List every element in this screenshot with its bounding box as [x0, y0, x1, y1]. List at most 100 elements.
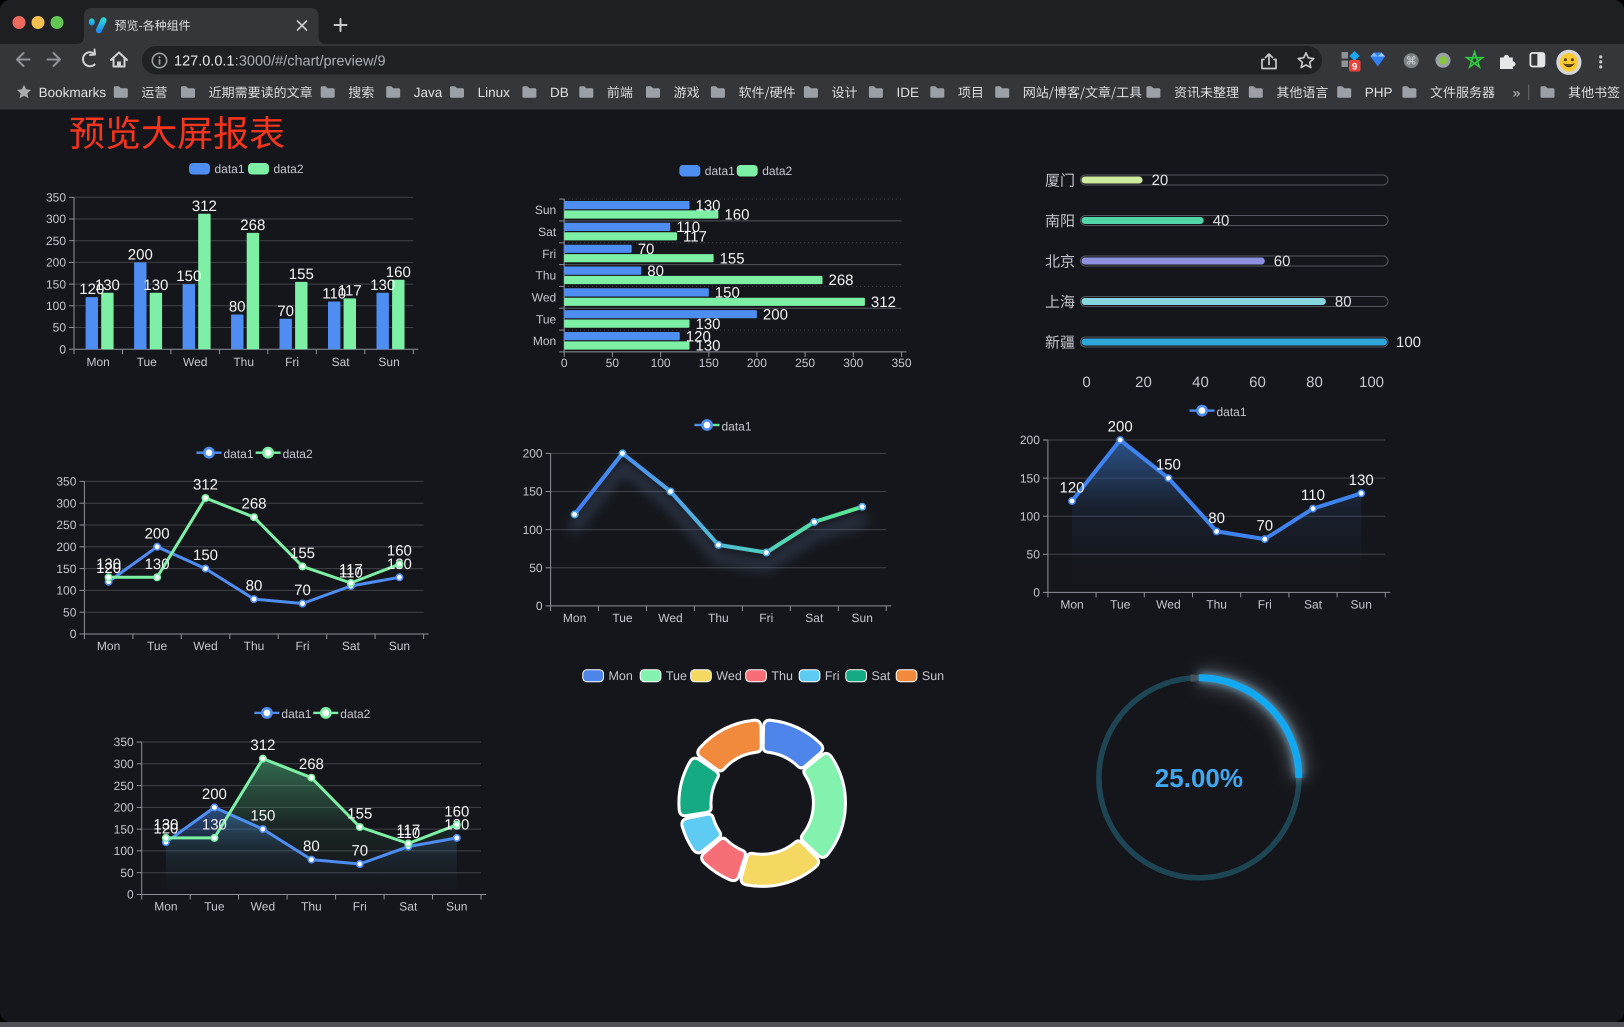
svg-text:data1: data1 [224, 447, 254, 461]
svg-text:70: 70 [638, 241, 655, 258]
svg-text:200: 200 [46, 256, 66, 270]
svg-text:200: 200 [114, 801, 134, 815]
svg-text:150: 150 [1020, 471, 1040, 485]
svg-text:130: 130 [143, 277, 168, 294]
svg-text:Tue: Tue [137, 355, 158, 369]
svg-text:312: 312 [871, 294, 896, 311]
svg-text:150: 150 [1156, 457, 1181, 474]
svg-text:80: 80 [246, 578, 263, 595]
svg-text:200: 200 [523, 447, 543, 461]
svg-text:50: 50 [1027, 548, 1041, 562]
svg-text:80: 80 [1208, 510, 1225, 527]
svg-text:50: 50 [53, 321, 67, 335]
svg-text:Linux: Linux [478, 85, 511, 100]
svg-text:350: 350 [891, 356, 911, 370]
svg-text:300: 300 [56, 496, 76, 510]
svg-text:250: 250 [795, 356, 815, 370]
svg-text:Sat: Sat [332, 355, 351, 369]
svg-text:40: 40 [1213, 213, 1230, 230]
svg-text:data2: data2 [340, 707, 370, 721]
svg-text:70: 70 [294, 582, 311, 599]
svg-text:Fri: Fri [759, 611, 773, 625]
svg-text:Sat: Sat [805, 611, 824, 625]
svg-text:60: 60 [1274, 253, 1291, 270]
svg-text:130: 130 [96, 556, 121, 573]
svg-text:160: 160 [444, 803, 469, 820]
svg-text:130: 130 [95, 277, 120, 294]
svg-text:IDE: IDE [897, 85, 920, 100]
svg-text:Mon: Mon [1060, 598, 1083, 612]
svg-text:200: 200 [747, 356, 767, 370]
svg-text:300: 300 [843, 356, 863, 370]
svg-text:100: 100 [56, 584, 76, 598]
svg-text:50: 50 [529, 561, 543, 575]
svg-text:155: 155 [347, 806, 372, 823]
svg-text::3000/#/chart/preview/9: :3000/#/chart/preview/9 [235, 54, 386, 70]
svg-text:80: 80 [1306, 374, 1323, 391]
svg-text:155: 155 [289, 266, 314, 283]
svg-text:200: 200 [56, 540, 76, 554]
svg-text:80: 80 [229, 299, 246, 316]
svg-text:Thu: Thu [244, 639, 265, 653]
svg-text:0: 0 [127, 888, 134, 902]
svg-text:Wed: Wed [193, 639, 217, 653]
svg-text:150: 150 [715, 285, 740, 302]
svg-text:20: 20 [1152, 172, 1169, 189]
svg-text:40: 40 [1192, 374, 1209, 391]
svg-text:Thu: Thu [301, 900, 322, 914]
svg-text:Wed: Wed [1156, 598, 1180, 612]
svg-text:Sun: Sun [922, 669, 944, 683]
svg-text:200: 200 [128, 246, 153, 263]
svg-text:160: 160 [387, 543, 412, 560]
svg-text:Thu: Thu [771, 669, 793, 683]
svg-text:Fri: Fri [825, 669, 840, 683]
svg-text:Wed: Wed [658, 611, 682, 625]
svg-text:50: 50 [63, 605, 77, 619]
svg-text:data1: data1 [281, 707, 311, 721]
svg-text:60: 60 [1249, 374, 1266, 391]
svg-text:Tue: Tue [536, 312, 557, 326]
svg-text:312: 312 [193, 477, 218, 494]
svg-text:300: 300 [114, 757, 134, 771]
svg-text:70: 70 [351, 843, 368, 860]
svg-text:data2: data2 [274, 162, 304, 176]
svg-text:200: 200 [763, 306, 788, 323]
svg-text:80: 80 [647, 263, 664, 280]
svg-text:0: 0 [561, 356, 568, 370]
svg-text:155: 155 [720, 250, 745, 267]
svg-text:9: 9 [1352, 62, 1357, 73]
svg-text:117: 117 [338, 282, 362, 299]
svg-text:130: 130 [370, 277, 395, 294]
svg-text:250: 250 [114, 779, 134, 793]
svg-text:200: 200 [1108, 419, 1133, 436]
svg-text:Mon: Mon [97, 639, 120, 653]
svg-text:130: 130 [153, 816, 178, 833]
svg-text:Wed: Wed [183, 355, 207, 369]
svg-text:350: 350 [114, 735, 134, 749]
svg-text:Thu: Thu [536, 269, 557, 283]
svg-text:200: 200 [1020, 433, 1040, 447]
svg-text:127.0.0.1: 127.0.0.1 [174, 54, 234, 70]
svg-text:Bookmarks: Bookmarks [39, 85, 107, 100]
svg-text:150: 150 [193, 547, 218, 564]
svg-text:100: 100 [114, 844, 134, 858]
svg-text:0: 0 [70, 627, 77, 641]
svg-text:100: 100 [523, 523, 543, 537]
svg-text:Mon: Mon [87, 355, 110, 369]
svg-text:200: 200 [145, 525, 170, 542]
svg-text:268: 268 [299, 756, 324, 773]
svg-text:70: 70 [1256, 518, 1273, 535]
svg-text:Java: Java [414, 85, 443, 100]
svg-text:PHP: PHP [1365, 85, 1393, 100]
svg-text:Tue: Tue [204, 900, 225, 914]
svg-text:Mon: Mon [154, 900, 177, 914]
svg-text:110: 110 [339, 565, 363, 582]
svg-text:150: 150 [523, 485, 543, 499]
svg-text:155: 155 [290, 545, 315, 562]
svg-text:DB: DB [550, 85, 569, 100]
svg-text:data2: data2 [283, 447, 313, 461]
svg-text:117: 117 [396, 822, 420, 839]
svg-text:data1: data1 [705, 164, 735, 178]
svg-text:Fri: Fri [542, 247, 556, 261]
svg-text:110: 110 [1301, 487, 1325, 504]
